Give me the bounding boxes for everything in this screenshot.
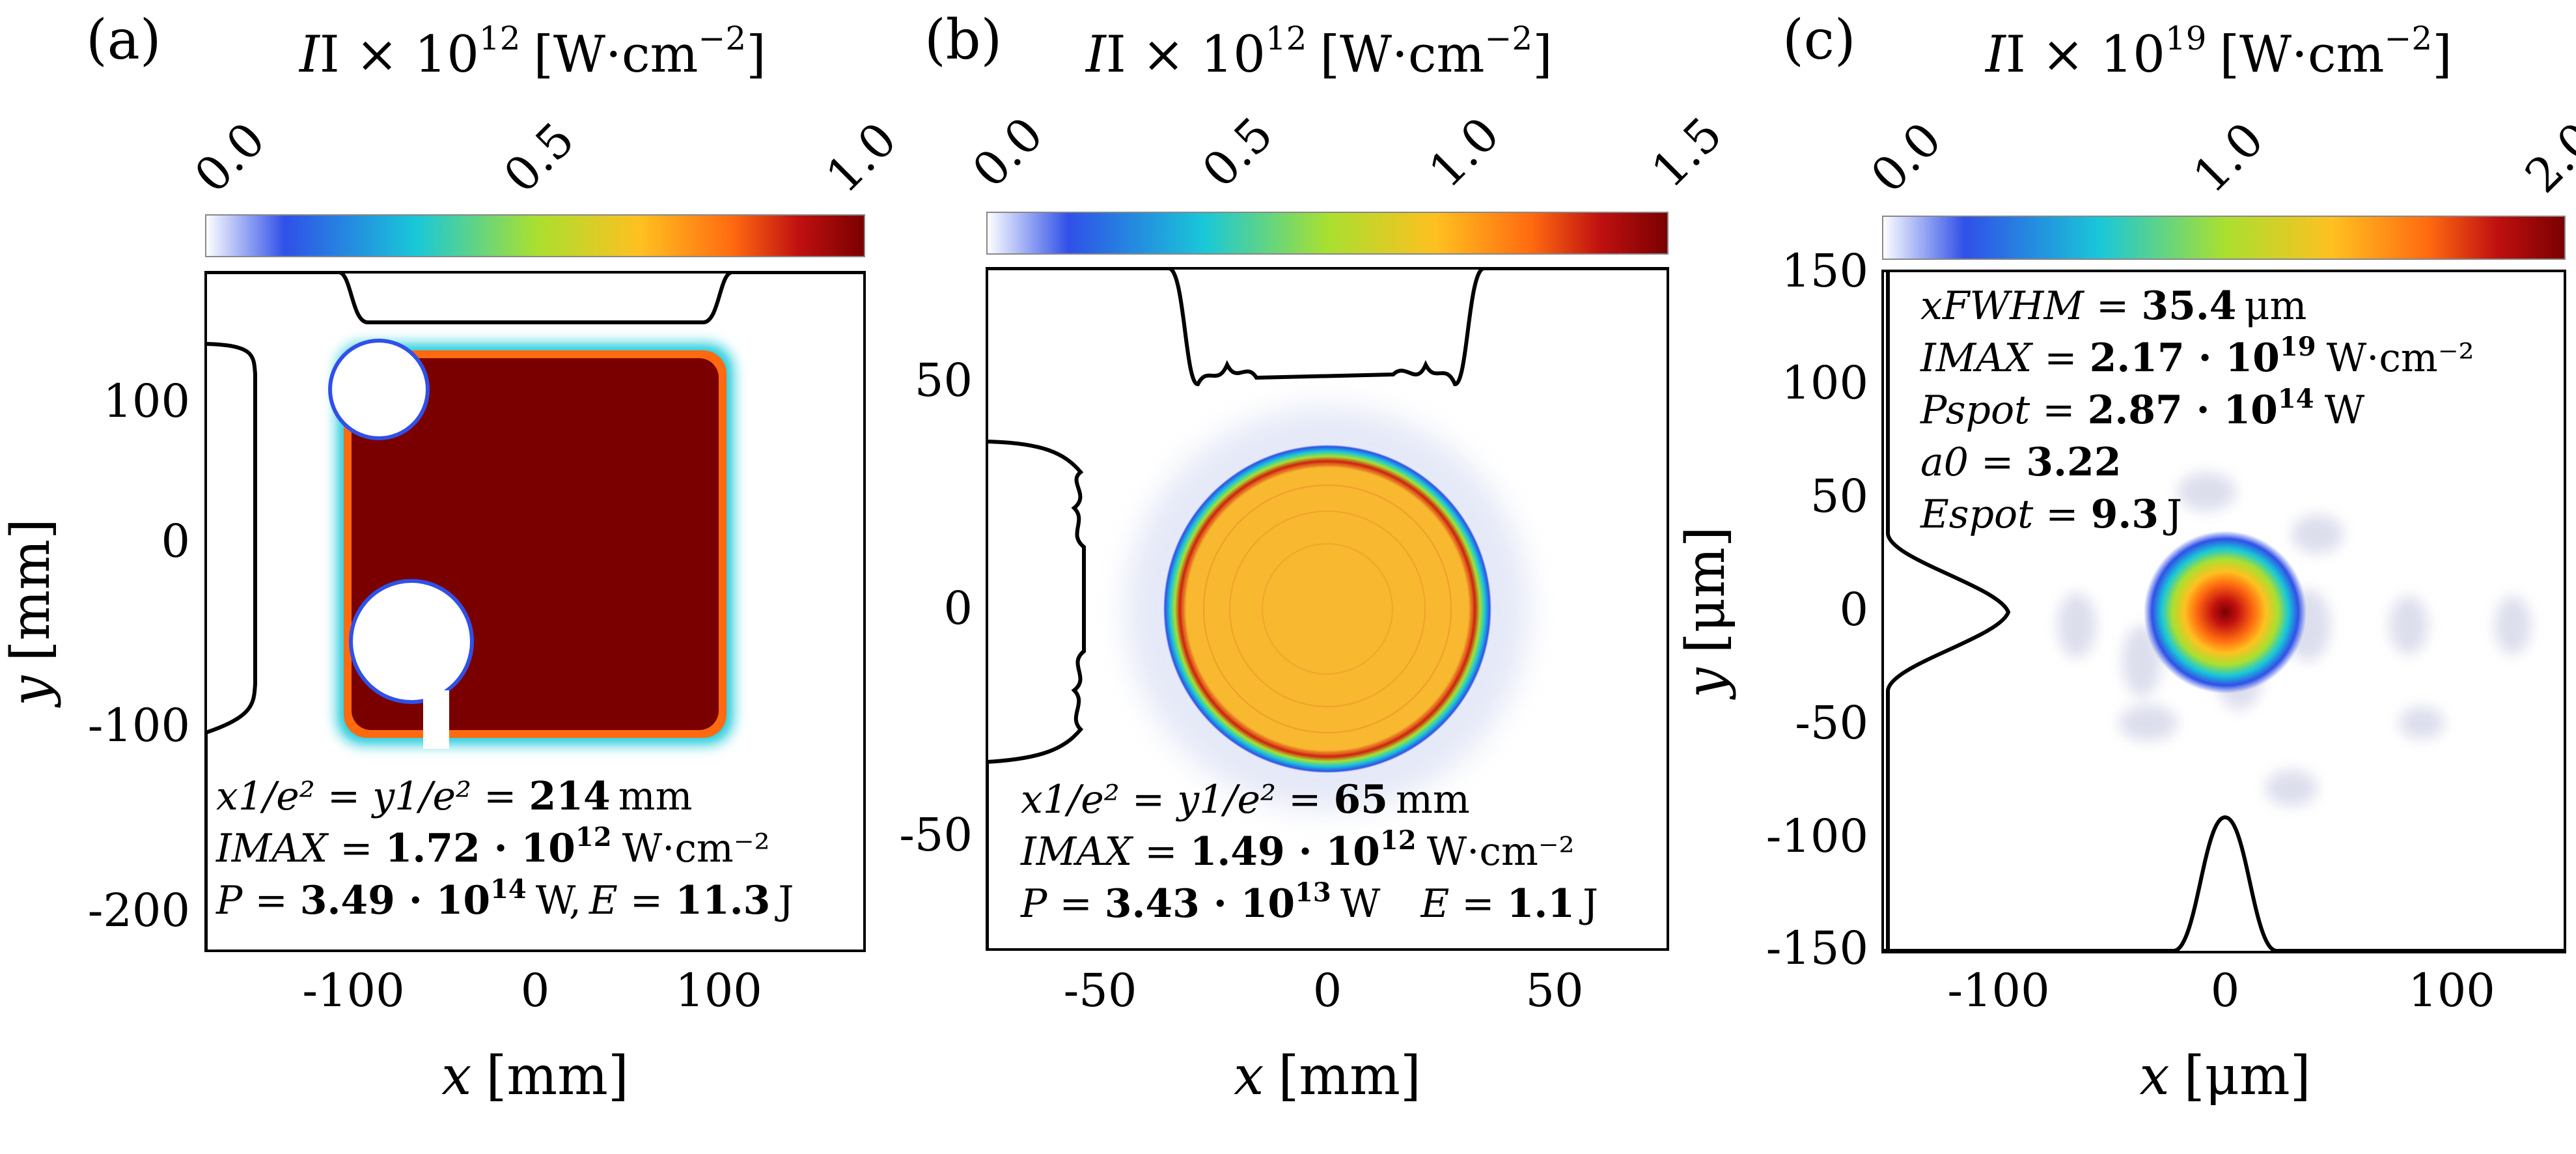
panel-b-size-annotation: x1/e² = y1/e² = 65 mm	[1021, 777, 1470, 823]
panel-a-power-annotation: P = 3.49 · 1014 W, E = 11.3 J	[215, 874, 794, 923]
panel-a-ytick: 0	[161, 514, 190, 568]
panel-a-size-annotation: x1/e² = y1/e² = 214 mm	[216, 774, 693, 819]
panel-c-fwhm-annotation: xFWHM = 35.4 μm	[1920, 283, 2306, 329]
panel-c-xtick: 100	[2408, 964, 2495, 1017]
panel-a-ytick: 100	[103, 374, 190, 428]
panel-c-xtick: 0	[2211, 964, 2240, 1017]
panel-c-pspot-annotation: Pspot = 2.87 · 1014 W	[1920, 384, 2365, 433]
panel-a-colorbar	[205, 214, 865, 257]
panel-b-xtick: 50	[1525, 964, 1583, 1017]
panel-c-ytick: -150	[1766, 922, 1868, 975]
panel-c-cb-tick: 0.0	[1861, 112, 1952, 203]
panel-b: (b) II × 1012 [W·cm−2] 0.0 0.5 1.0 1.5 50…	[899, 8, 1732, 1107]
panel-b-label: (b)	[924, 8, 1002, 72]
panel-c-axes-frame	[1881, 270, 2566, 953]
panel-c-ytick: 50	[1810, 470, 1868, 523]
panel-a-cb-tick: 0.5	[493, 112, 585, 203]
panel-a-heatmap	[206, 272, 865, 951]
panel-c-xlabel: x [μm]	[2139, 1045, 2310, 1107]
panel-b-heatmap	[987, 268, 1668, 950]
panel-a-axes-frame	[204, 271, 866, 952]
panel-a-xlabel: x [mm]	[441, 1045, 629, 1107]
panel-a-xtick: 0	[521, 964, 550, 1017]
panel-b-xtick: -50	[1064, 964, 1137, 1017]
panel-c-ylabel: y[μm]	[1675, 526, 1737, 700]
panel-c-label: (c)	[1782, 8, 1856, 72]
panel-c-heatmap	[1883, 271, 2565, 952]
panel-a-cb-tick: 0.0	[184, 112, 275, 203]
panel-a-xtick: 100	[675, 964, 762, 1017]
panel-c-xtick: -100	[1947, 964, 2049, 1017]
panel-b-power-annotation: P = 3.43 · 1013 W E = 1.1 J	[1020, 877, 1598, 927]
panel-b-imax-annotation: IMAX = 1.49 · 1012 W·cm⁻²	[1020, 825, 1575, 875]
panel-b-axes-frame	[986, 267, 1669, 951]
panel-a-label: (a)	[86, 8, 161, 72]
panel-a-ylabel: y[mm]	[0, 518, 62, 709]
panel-a: (a) II × 1012 [W·cm−2] 0.0 0.5 1.0	[0, 8, 907, 1107]
panel-c-cb-tick: 2.0	[2515, 112, 2576, 203]
panel-a-colorbar-title: II × 1012 [W·cm−2]	[298, 20, 766, 84]
panel-c-espot-annotation: Espot = 9.3 J	[1920, 492, 2182, 537]
panel-b-ytick: 0	[943, 582, 973, 635]
panel-c: (c) II × 1019 [W·cm−2] 0.0 1.0 2.0	[1675, 8, 2576, 1107]
panel-c-ytick: 100	[1781, 356, 1868, 410]
panel-b-xlabel: x [mm]	[1234, 1045, 1421, 1107]
panel-a-ytick: -200	[88, 884, 190, 937]
panel-b-ytick: 50	[915, 354, 973, 407]
panel-b-xtick: 0	[1313, 964, 1342, 1017]
panel-c-imax-annotation: IMAX = 2.17 · 1019 W·cm⁻²	[1920, 331, 2474, 381]
panel-c-colorbar	[1882, 216, 2566, 260]
panel-b-colorbar	[986, 212, 1669, 255]
panel-b-ytick: -50	[899, 808, 973, 862]
panel-b-cb-tick: 1.0	[1419, 107, 1510, 198]
panel-b-colorbar-title: II × 1012 [W·cm−2]	[1085, 20, 1553, 84]
panel-a-cb-tick: 1.0	[816, 112, 907, 203]
panel-a-xtick: -100	[302, 964, 404, 1017]
panel-c-ytick: -100	[1766, 809, 1868, 863]
panel-b-cb-tick: 0.5	[1192, 107, 1283, 198]
panel-c-colorbar-title: II × 1019 [W·cm−2]	[1984, 20, 2452, 84]
panel-c-cb-tick: 1.0	[2183, 112, 2274, 203]
panel-b-cb-tick: 1.5	[1641, 107, 1732, 198]
panel-a-ytick: -100	[88, 699, 190, 752]
panel-c-ytick: 150	[1781, 244, 1868, 298]
panel-b-cb-tick: 0.0	[962, 107, 1053, 198]
panel-c-ytick: -50	[1795, 696, 1868, 750]
panel-c-ytick: 0	[1839, 583, 1868, 636]
panel-a-imax-annotation: IMAX = 1.72 · 1012 W·cm⁻²	[215, 822, 770, 871]
panel-c-a0-annotation: a0 = 3.22	[1920, 440, 2122, 485]
